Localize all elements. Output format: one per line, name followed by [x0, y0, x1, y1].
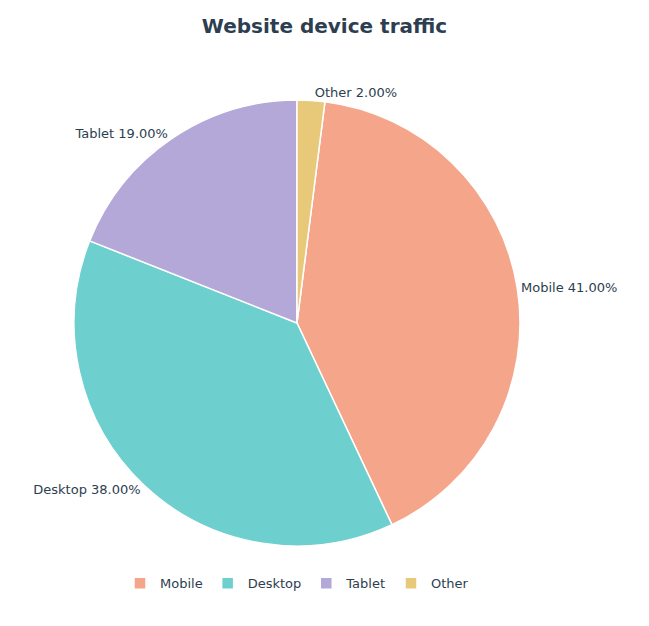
svg-text:Tablet 19.00%: Tablet 19.00%: [74, 126, 167, 141]
svg-text:Desktop 38.00%: Desktop 38.00%: [33, 482, 140, 497]
svg-text:Website device traffic: Website device traffic: [202, 14, 447, 38]
svg-text:Other: Other: [431, 576, 469, 591]
svg-text:Other 2.00%: Other 2.00%: [315, 85, 397, 100]
svg-text:Tablet: Tablet: [345, 576, 385, 591]
svg-text:Mobile: Mobile: [160, 576, 203, 591]
svg-text:Desktop: Desktop: [248, 576, 302, 591]
svg-text:Mobile 41.00%: Mobile 41.00%: [521, 280, 617, 295]
